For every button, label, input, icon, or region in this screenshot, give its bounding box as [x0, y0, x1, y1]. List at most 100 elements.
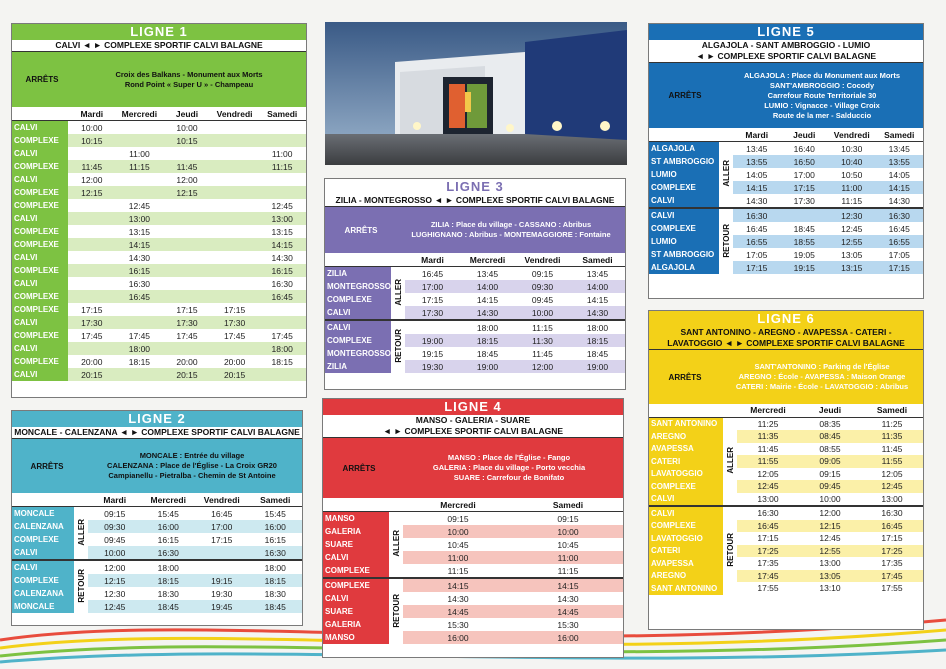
timetable-row: COMPLEXE 19:00 18:15 11:30 18:15 [325, 334, 625, 347]
aller-label: ALLER [393, 278, 403, 306]
ligne-3-stops-text: ZILIA : Place du village - CASSANO : Abr… [397, 207, 625, 253]
ligne-2-title: LIGNE 2 [12, 411, 302, 427]
time-cell: 14:15 [258, 238, 306, 251]
stop-name: ALGAJOLA [649, 261, 719, 274]
timetable-row: COMPLEXE 17:15 14:15 09:45 14:15 [325, 293, 625, 306]
ligne-3-title: LIGNE 3 [325, 179, 625, 195]
time-cell: 18:45 [248, 600, 302, 613]
stop-name: LUMIO [649, 168, 719, 181]
day-header: Samedi [513, 498, 623, 512]
stop-name: COMPLEXE [12, 134, 68, 147]
ligne-6-route-1: SANT ANTONINO - AREGNO - AVAPESSA - CATE… [649, 327, 923, 338]
stop-name: COMPLEXE [649, 480, 723, 493]
time-cell: 17:55 [881, 583, 903, 594]
timetable-row: CALVI 14:30 14:30 [323, 592, 623, 605]
time-cell: 12:30 [104, 588, 126, 599]
time-cell: 11:00 [513, 551, 623, 564]
corner-cell [325, 253, 391, 267]
time-cell: 19:15 [421, 348, 444, 359]
time-cell: 17:30 [68, 316, 116, 329]
ligne-3-stop-line: LUGHIGNANO : Abribus - MONTEMAGGIORE : F… [411, 230, 611, 239]
day-header-row: Mardi Mercredi Jeudi Vendredi Samedi [12, 107, 306, 121]
ligne-2-card: LIGNE 2 MONCALE - CALENZANA ◄ ► COMPLEXE… [11, 410, 303, 626]
time-cell: 14:05 [746, 169, 768, 180]
stop-name: GALERIA [323, 525, 389, 538]
time-cell [68, 277, 116, 290]
time-cell: 11:55 [861, 455, 923, 468]
time-cell: 16:00 [403, 631, 513, 644]
time-cell: 14:15 [586, 294, 609, 305]
time-cell: 19:15 [780, 261, 828, 274]
time-cell: 17:45 [176, 330, 198, 341]
time-cell [68, 199, 116, 212]
timetable-row: MANSO 16:00 16:00 [323, 631, 623, 644]
time-cell: 12:15 [88, 574, 142, 587]
time-cell: 14:30 [888, 195, 910, 206]
time-cell: 13:05 [841, 249, 863, 260]
ligne-1-card: LIGNE 1 CALVI ◄ ► COMPLEXE SPORTIF CALVI… [11, 23, 307, 398]
aller-label: ALLER [721, 160, 731, 187]
time-cell: 13:05 [799, 569, 861, 582]
time-cell: 17:45 [861, 569, 923, 582]
time-cell: 13:45 [586, 268, 609, 279]
time-cell: 09:15 [557, 513, 579, 524]
ligne-2-stops-text: MONCALE : Entrée du village CALENZANA : … [82, 439, 302, 493]
ligne-6-stops-text: SANT'ANTONINO : Parking de l'Église AREG… [721, 350, 923, 404]
time-cell: 10:40 [828, 155, 876, 168]
time-cell: 14:30 [271, 252, 293, 263]
stop-name: COMPLEXE [12, 199, 68, 212]
timetable-row: CALVI 13:00 10:00 13:00 [649, 492, 923, 506]
time-cell [68, 264, 116, 277]
time-cell: 16:45 [737, 519, 799, 532]
time-cell [163, 238, 211, 251]
time-cell: 20:00 [176, 356, 198, 367]
stop-name: CALVI [12, 147, 68, 160]
time-cell: 11:45 [68, 160, 116, 173]
timetable-row: ZILIA ALLER 16:45 13:45 09:15 13:45 [325, 266, 625, 320]
time-cell [258, 134, 306, 147]
retour-direction-label: RETOUR [391, 319, 405, 373]
ligne-6-title: LIGNE 6 [649, 311, 923, 327]
stop-name: CATERI [649, 455, 723, 468]
timetable-row: GALERIA 10:00 10:00 [323, 525, 623, 538]
ligne-5-card: LIGNE 5 ALGAJOLA - SANT AMBROGGIO - LUMI… [648, 23, 924, 299]
time-cell: 12:45 [819, 533, 841, 544]
time-cell: 17:30 [405, 306, 460, 320]
time-cell [210, 264, 259, 277]
time-cell: 14:15 [476, 294, 499, 305]
day-header-row: Mardi Mercredi Vendredi Samedi [325, 253, 625, 267]
day-header: Vendredi [828, 128, 876, 142]
time-cell: 18:15 [141, 574, 195, 587]
ligne-2-stops-block: ARRÊTS MONCALE : Entrée du village CALEN… [12, 439, 302, 493]
timetable-row: COMPLEXE 12:45 09:45 12:45 [649, 480, 923, 493]
ligne-1-stops-block: ARRÊTS Croix des Balkans - Monument aux … [12, 52, 306, 107]
timetable-row: LUMIO 14:05 17:00 10:50 14:05 [649, 168, 923, 181]
stop-name: CALENZANA [12, 587, 74, 600]
time-cell: 17:15 [780, 181, 828, 194]
time-cell: 17:05 [888, 249, 910, 260]
stop-name: CALVI [649, 492, 723, 506]
time-cell: 13:00 [881, 493, 903, 504]
retour-direction-label: RETOUR [723, 505, 737, 595]
time-cell: 16:30 [861, 505, 923, 520]
time-cell: 09:15 [819, 468, 841, 479]
time-cell: 12:45 [88, 600, 142, 613]
time-cell: 13:55 [875, 155, 923, 168]
stop-name: CALENZANA [12, 520, 74, 533]
day-header-row: Mercredi Samedi [323, 498, 623, 512]
time-cell: 13:45 [476, 268, 499, 279]
time-cell [258, 121, 306, 135]
time-cell [195, 559, 249, 574]
stop-name: SANT ANTONINO [649, 417, 723, 430]
time-cell [116, 303, 164, 316]
time-cell: 12:00 [799, 505, 861, 520]
time-cell: 20:15 [210, 368, 259, 381]
time-cell: 10:45 [557, 539, 579, 550]
time-cell [68, 251, 116, 264]
time-cell: 17:15 [421, 294, 444, 305]
timetable-row: COMPLEXE 12:15 12:15 [12, 186, 306, 199]
time-cell: 10:45 [447, 539, 469, 550]
retour-direction-label: RETOUR [74, 559, 88, 613]
time-cell: 14:30 [460, 306, 515, 320]
time-cell: 16:45 [888, 223, 910, 234]
